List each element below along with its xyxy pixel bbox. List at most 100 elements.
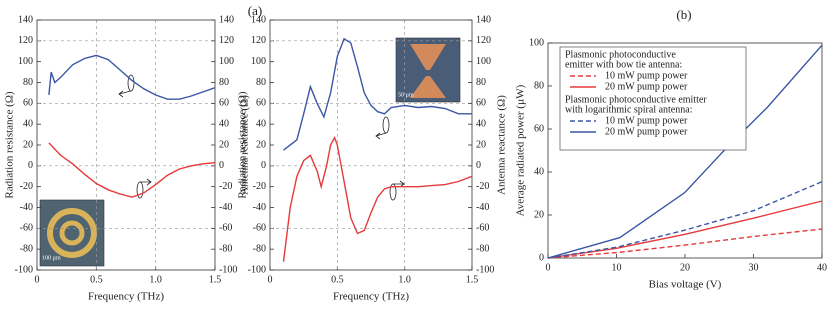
y-tick-label: -100 — [15, 264, 33, 275]
y2-tick-label: 80 — [219, 77, 229, 88]
panel-label: (b) — [676, 7, 691, 22]
y-tick-label: 80 — [23, 77, 33, 88]
y-tick-label: -80 — [253, 243, 266, 254]
y2-tick-label: -100 — [476, 264, 494, 275]
x-axis-label: Bias voltage (V) — [649, 279, 722, 291]
y-tick-label: -80 — [20, 243, 33, 254]
y-tick-label: 60 — [23, 98, 33, 109]
y-tick-label: 0 — [539, 252, 544, 263]
inset-label: 50 µm — [398, 92, 414, 98]
y-tick-label: 120 — [251, 35, 266, 46]
data-line — [547, 228, 823, 259]
y2-tick-label: 140 — [476, 14, 491, 25]
y-axis-label: Radiation resistance (Ω) — [4, 91, 16, 198]
y2-tick-label: -20 — [476, 181, 489, 192]
y-tick-label: 80 — [256, 77, 266, 88]
legend-heading: Plasmonic photoconductive emitter — [565, 94, 707, 105]
y2-tick-label: -80 — [219, 243, 232, 254]
y2-tick-label: 140 — [219, 14, 234, 25]
x-tick-label: 10 — [612, 262, 622, 273]
y-axis-label: Average radiated power (µW) — [515, 84, 527, 216]
y2-tick-label: -60 — [219, 223, 232, 234]
y2-tick-label: 60 — [219, 98, 229, 109]
x-axis-label: Frequency (THz) — [88, 291, 164, 303]
y2-tick-label: -80 — [476, 243, 489, 254]
legend-heading: emitter with bow tie antenna: — [565, 59, 682, 70]
data-line — [283, 37, 472, 151]
y-tick-label: -40 — [20, 202, 33, 213]
y2-tick-label: 120 — [219, 35, 234, 46]
x-tick-label: 0.5 — [331, 274, 344, 285]
y2-tick-label: 100 — [476, 56, 491, 67]
y-tick-label: 120 — [18, 35, 33, 46]
y-tick-label: 100 — [529, 37, 544, 48]
legend-label: 20 mW pump power — [605, 81, 688, 92]
x-tick-label: 40 — [817, 262, 827, 273]
y-tick-label: 40 — [23, 118, 33, 129]
data-line — [48, 142, 216, 198]
data-line — [282, 136, 473, 262]
inset-image — [395, 37, 461, 103]
y-tick-label: 100 — [18, 56, 33, 67]
y-tick-label: 20 — [23, 139, 33, 150]
y2-tick-label: -40 — [476, 202, 489, 213]
y-tick-label: 140 — [251, 14, 266, 25]
y2-axis-label: Antenna reactance (Ω) — [496, 95, 508, 195]
x-tick-label: 0 — [268, 274, 273, 285]
y2-tick-label: 60 — [476, 98, 486, 109]
plot-frame — [269, 19, 473, 271]
x-tick-label: 1.0 — [398, 274, 411, 285]
y2-tick-label: -40 — [219, 202, 232, 213]
y2-tick-label: 20 — [219, 139, 229, 150]
y2-tick-label: -20 — [219, 181, 232, 192]
legend-label: 10 mW pump power — [605, 115, 688, 126]
x-tick-label: 30 — [749, 262, 759, 273]
x-tick-label: 0 — [546, 262, 551, 273]
y2-tick-label: 0 — [476, 160, 481, 171]
y2-tick-label: 40 — [219, 118, 229, 129]
y2-tick-label: 80 — [476, 77, 486, 88]
y-tick-label: -20 — [20, 181, 33, 192]
y-tick-label: 60 — [256, 98, 266, 109]
x-tick-label: 1.0 — [149, 274, 162, 285]
y2-tick-label: 0 — [219, 160, 224, 171]
legend-label: 10 mW pump power — [605, 70, 688, 81]
y2-tick-label: -60 — [476, 223, 489, 234]
x-tick-label: 0 — [35, 274, 40, 285]
x-tick-label: 20 — [680, 262, 690, 273]
y-tick-label: -60 — [20, 223, 33, 234]
y-axis-label: Radiation resistance (Ω) — [237, 91, 249, 198]
inset-label: 100 µm — [42, 255, 61, 261]
y2-tick-label: 100 — [219, 56, 234, 67]
data-line — [48, 54, 216, 100]
y-tick-label: 40 — [534, 166, 544, 177]
y-tick-label: 20 — [534, 209, 544, 220]
legend-heading: with logarithmic spiral antenna: — [565, 104, 692, 115]
x-tick-label: 1.5 — [466, 274, 479, 285]
data-line — [547, 200, 823, 259]
y-tick-label: 40 — [256, 118, 266, 129]
y2-axis-label: Antenna reactance (Ω) — [239, 95, 251, 195]
plot-frame — [36, 19, 216, 271]
panel-label: (a) — [248, 3, 262, 18]
y2-tick-label: 40 — [476, 118, 486, 129]
y-tick-label: 140 — [18, 14, 33, 25]
legend-label: 20 mW pump power — [605, 126, 688, 137]
y-tick-label: -60 — [253, 223, 266, 234]
y-tick-label: 0 — [28, 160, 33, 171]
y-tick-label: -40 — [253, 202, 266, 213]
y-tick-label: -20 — [253, 181, 266, 192]
y2-tick-label: 20 — [476, 139, 486, 150]
plot-frame — [547, 42, 823, 259]
y-tick-label: 20 — [256, 139, 266, 150]
axis-arrows — [118, 74, 405, 201]
y2-tick-label: 120 — [476, 35, 491, 46]
x-tick-label: 1.5 — [209, 274, 222, 285]
inset-image — [39, 199, 105, 267]
y2-tick-label: -100 — [219, 264, 237, 275]
x-axis-label: Frequency (THz) — [333, 291, 409, 303]
y-tick-label: 0 — [261, 160, 266, 171]
